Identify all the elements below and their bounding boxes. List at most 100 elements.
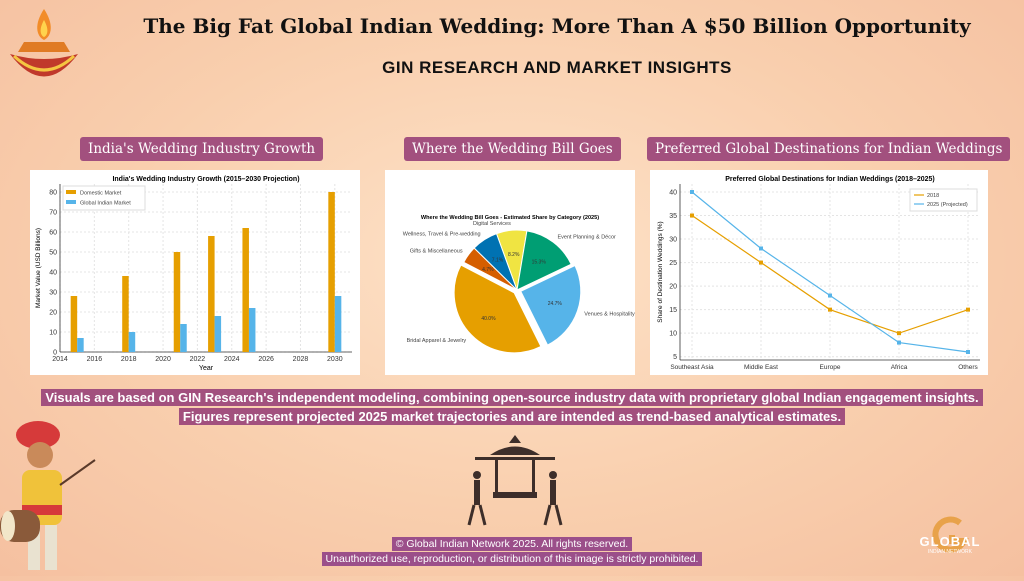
pie-slice <box>520 264 582 346</box>
dhol-player-illustration <box>0 415 110 576</box>
bar-global-indian-market <box>214 316 222 352</box>
x-axis-label: Year <box>199 365 214 372</box>
data-point <box>690 213 694 218</box>
x-tick-label: 2030 <box>327 356 343 363</box>
y-tick-label: 15 <box>669 307 677 314</box>
copyright-text: © Global Indian Network 2025. All rights… <box>0 537 1024 551</box>
bar-domestic-market <box>328 192 335 352</box>
slice-percent-label: 7.1% <box>492 258 504 264</box>
x-tick-label: Southeast Asia <box>670 364 714 371</box>
y-tick-label: 70 <box>49 210 57 217</box>
x-tick-label: 2028 <box>293 356 309 363</box>
y-tick-label: 0 <box>53 350 57 357</box>
legend-swatch <box>66 190 76 194</box>
y-tick-label: 40 <box>49 270 57 277</box>
gin-logo: GLOBAL INDIAN NETWORK <box>905 515 995 570</box>
slice-percent-label: 24.7% <box>548 301 563 307</box>
bar-domestic-market <box>208 236 215 352</box>
legend-label: Global Indian Market <box>80 201 131 207</box>
legend-swatch <box>66 200 76 204</box>
legend-label: 2025 (Projected) <box>927 202 968 208</box>
data-point <box>690 190 694 194</box>
pie-chart-panel: Where the Wedding Bill Goes - Estimated … <box>385 170 635 375</box>
slice-label: Bridal Apparel & Jewelry <box>407 338 467 344</box>
y-tick-label: 10 <box>669 331 677 338</box>
diya-lamp-illustration <box>4 4 84 94</box>
y-tick-label: 50 <box>49 250 57 257</box>
y-tick-label: 80 <box>49 190 57 197</box>
logo-subtext: INDIAN NETWORK <box>928 549 972 555</box>
slice-label: Venues & Hospitality <box>584 311 635 317</box>
data-point <box>966 307 970 312</box>
y-tick-label: 5 <box>673 354 677 361</box>
chart-title: Where the Wedding Bill Goes - Estimated … <box>421 215 599 221</box>
y-tick-label: 30 <box>49 290 57 297</box>
data-point <box>966 350 970 354</box>
chart-title: India's Wedding Industry Growth (2015–20… <box>112 176 299 183</box>
section-label-growth: India's Wedding Industry Growth <box>80 137 324 161</box>
pie-chart: Where the Wedding Bill Goes - Estimated … <box>403 215 635 354</box>
data-point <box>759 246 763 251</box>
data-point <box>828 307 832 312</box>
y-tick-label: 40 <box>669 190 677 197</box>
bar-domestic-market <box>173 252 181 352</box>
y-tick-label: 20 <box>49 310 57 317</box>
pie-slice <box>453 264 542 354</box>
page-subtitle: GIN RESEARCH AND MARKET INSIGHTS <box>382 58 732 77</box>
slice-percent-label: 4.7% <box>482 267 494 273</box>
x-tick-label: Africa <box>891 364 908 371</box>
data-point <box>897 331 901 336</box>
logo-text: GLOBAL <box>919 534 981 549</box>
bar-global-indian-market <box>334 296 342 352</box>
x-tick-label: 2022 <box>190 356 206 363</box>
x-tick-label: 2018 <box>121 356 137 363</box>
bar-domestic-market <box>122 276 129 352</box>
bar-global-indian-market <box>248 308 256 352</box>
x-tick-label: 2016 <box>87 356 103 363</box>
x-tick-label: 2020 <box>155 356 171 363</box>
data-point <box>828 293 832 298</box>
x-tick-label: Others <box>958 364 978 371</box>
y-tick-label: 20 <box>669 284 677 291</box>
bar-chart-panel: India's Wedding Industry Growth (2015–20… <box>30 170 360 375</box>
slice-label: Wellness, Travel & Pre-wedding <box>403 232 481 238</box>
legend-label: Domestic Market <box>80 191 122 197</box>
slice-label: Event Planning & Décor <box>557 234 616 240</box>
y-tick-label: 60 <box>49 230 57 237</box>
section-label-destinations: Preferred Global Destinations for Indian… <box>647 137 1011 161</box>
bar-global-indian-market <box>77 338 84 352</box>
data-point <box>897 340 901 345</box>
bar-domestic-market <box>70 296 78 352</box>
y-axis-label: Market Value (USD Billions) <box>35 228 42 308</box>
x-tick-label: 2014 <box>52 356 68 363</box>
slice-label: Digital Services <box>473 221 511 227</box>
y-axis-label: Share of Destination Weddings (%) <box>657 221 664 322</box>
slice-percent-label: 40.0% <box>481 316 496 322</box>
data-point <box>759 260 763 265</box>
bar-global-indian-market <box>180 324 187 352</box>
x-tick-label: Europe <box>820 364 841 371</box>
caption-line-1: Visuals are based on GIN Research's inde… <box>0 389 1024 406</box>
x-tick-label: 2024 <box>224 356 240 363</box>
legend-box <box>62 185 146 211</box>
line-chart-panel: Preferred Global Destinations for Indian… <box>650 170 988 375</box>
x-tick-label: Middle East <box>744 364 778 371</box>
section-label-bill: Where the Wedding Bill Goes <box>404 137 621 161</box>
caption-line-2: Figures represent projected 2025 market … <box>0 408 1024 425</box>
bar-chart: India's Wedding Industry Growth (2015–20… <box>35 176 352 372</box>
legend-label: 2018 <box>927 193 939 199</box>
disclaimer-text: Unauthorized use, reproduction, or distr… <box>0 552 1024 566</box>
chart-title: Preferred Global Destinations for Indian… <box>725 176 935 183</box>
slice-percent-label: 15.3% <box>532 259 547 265</box>
slice-label: Gifts & Miscellaneous <box>410 249 463 255</box>
y-tick-label: 30 <box>669 237 677 244</box>
palanquin-illustration <box>465 430 565 530</box>
page-title: The Big Fat Global Indian Wedding: More … <box>143 14 971 38</box>
bar-domestic-market <box>242 228 249 352</box>
pie-slice <box>516 230 572 291</box>
y-tick-label: 10 <box>49 330 57 337</box>
slice-percent-label: 8.2% <box>508 252 520 258</box>
bar-global-indian-market <box>128 332 136 352</box>
pie-slice <box>473 232 518 291</box>
y-tick-label: 25 <box>669 260 677 267</box>
